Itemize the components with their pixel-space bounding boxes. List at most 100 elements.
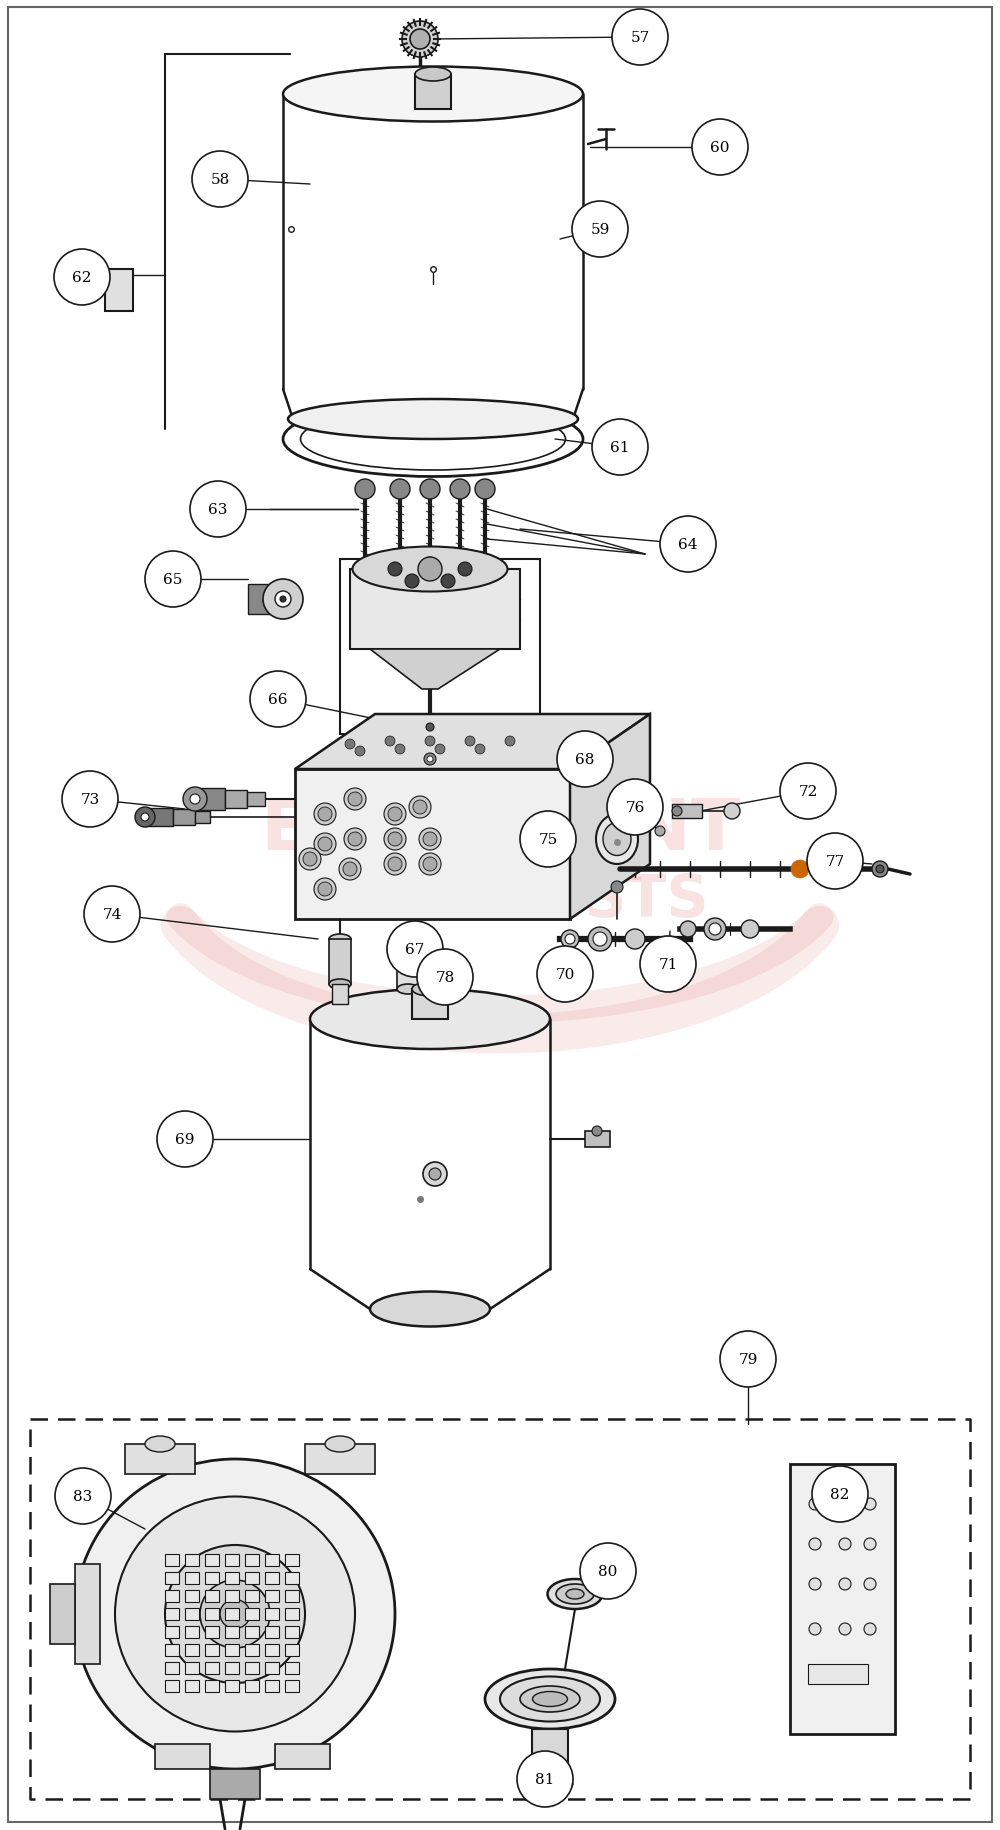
Ellipse shape <box>500 1676 600 1722</box>
Ellipse shape <box>397 985 419 994</box>
Circle shape <box>423 1162 447 1186</box>
Circle shape <box>809 1539 821 1550</box>
Bar <box>245 1590 259 1601</box>
Circle shape <box>157 1111 213 1168</box>
Bar <box>225 1609 239 1620</box>
Circle shape <box>517 1751 573 1806</box>
Circle shape <box>413 800 427 814</box>
Bar <box>245 1627 259 1638</box>
Ellipse shape <box>397 950 419 959</box>
Bar <box>173 809 195 825</box>
Bar <box>205 1554 219 1566</box>
Bar <box>672 805 702 818</box>
Bar <box>245 1643 259 1656</box>
Circle shape <box>355 747 365 756</box>
Bar <box>185 1627 199 1638</box>
Circle shape <box>62 772 118 827</box>
Text: inc: inc <box>596 853 644 886</box>
Text: 63: 63 <box>208 503 228 516</box>
Ellipse shape <box>288 399 578 439</box>
Text: 69: 69 <box>175 1133 195 1146</box>
Circle shape <box>183 787 207 811</box>
Bar <box>225 1572 239 1585</box>
Text: 60: 60 <box>710 141 730 156</box>
Bar <box>225 1643 239 1656</box>
Circle shape <box>692 121 748 176</box>
Circle shape <box>385 737 395 747</box>
Circle shape <box>625 930 645 950</box>
Bar <box>422 974 438 992</box>
Circle shape <box>780 763 836 820</box>
Bar <box>165 1609 179 1620</box>
Bar <box>205 1627 219 1638</box>
Bar <box>265 1554 279 1566</box>
Circle shape <box>672 807 682 816</box>
Circle shape <box>872 862 888 878</box>
Circle shape <box>839 1577 851 1590</box>
Circle shape <box>390 479 410 500</box>
Bar <box>185 1554 199 1566</box>
Bar <box>75 1565 100 1663</box>
Circle shape <box>557 732 613 787</box>
Circle shape <box>344 829 366 851</box>
Bar <box>245 1554 259 1566</box>
Bar <box>205 1680 219 1693</box>
Bar <box>125 1444 195 1475</box>
Bar <box>165 1627 179 1638</box>
Ellipse shape <box>310 990 550 1049</box>
Ellipse shape <box>596 814 638 864</box>
Circle shape <box>592 419 648 476</box>
Bar <box>247 792 265 807</box>
Circle shape <box>405 575 419 589</box>
Circle shape <box>387 922 443 977</box>
Circle shape <box>388 807 402 822</box>
Circle shape <box>427 756 433 763</box>
Circle shape <box>475 745 485 754</box>
Bar <box>205 1572 219 1585</box>
Text: 70: 70 <box>555 968 575 981</box>
Bar <box>305 1444 375 1475</box>
Circle shape <box>612 9 668 66</box>
Ellipse shape <box>556 1585 594 1605</box>
Circle shape <box>809 1499 821 1510</box>
Circle shape <box>450 479 470 500</box>
Ellipse shape <box>370 1292 490 1327</box>
Circle shape <box>420 479 440 500</box>
Bar <box>165 1572 179 1585</box>
Circle shape <box>839 1623 851 1636</box>
Circle shape <box>709 924 721 935</box>
Circle shape <box>402 22 438 59</box>
Circle shape <box>607 780 663 836</box>
Text: 62: 62 <box>72 271 92 285</box>
Bar <box>415 75 451 110</box>
Circle shape <box>250 672 306 728</box>
Circle shape <box>384 803 406 825</box>
Circle shape <box>520 811 576 867</box>
Circle shape <box>809 1623 821 1636</box>
Circle shape <box>145 551 201 608</box>
Circle shape <box>299 849 321 871</box>
Bar <box>329 939 351 985</box>
Bar <box>275 1744 330 1770</box>
Text: 57: 57 <box>630 31 650 46</box>
Bar <box>225 1627 239 1638</box>
Circle shape <box>588 928 612 952</box>
Text: 82: 82 <box>830 1488 850 1501</box>
Ellipse shape <box>75 1459 395 1770</box>
Ellipse shape <box>532 1691 568 1707</box>
Circle shape <box>190 794 200 805</box>
Bar <box>155 1744 210 1770</box>
Circle shape <box>876 866 884 873</box>
Circle shape <box>419 829 441 851</box>
Circle shape <box>314 803 336 825</box>
Circle shape <box>720 1330 776 1387</box>
Polygon shape <box>370 650 500 690</box>
Circle shape <box>630 800 650 820</box>
Bar <box>248 584 283 615</box>
Bar <box>225 1590 239 1601</box>
Text: 68: 68 <box>575 752 595 767</box>
Circle shape <box>355 479 375 500</box>
Circle shape <box>280 597 286 602</box>
Bar <box>285 1680 299 1693</box>
Bar <box>808 1663 868 1684</box>
